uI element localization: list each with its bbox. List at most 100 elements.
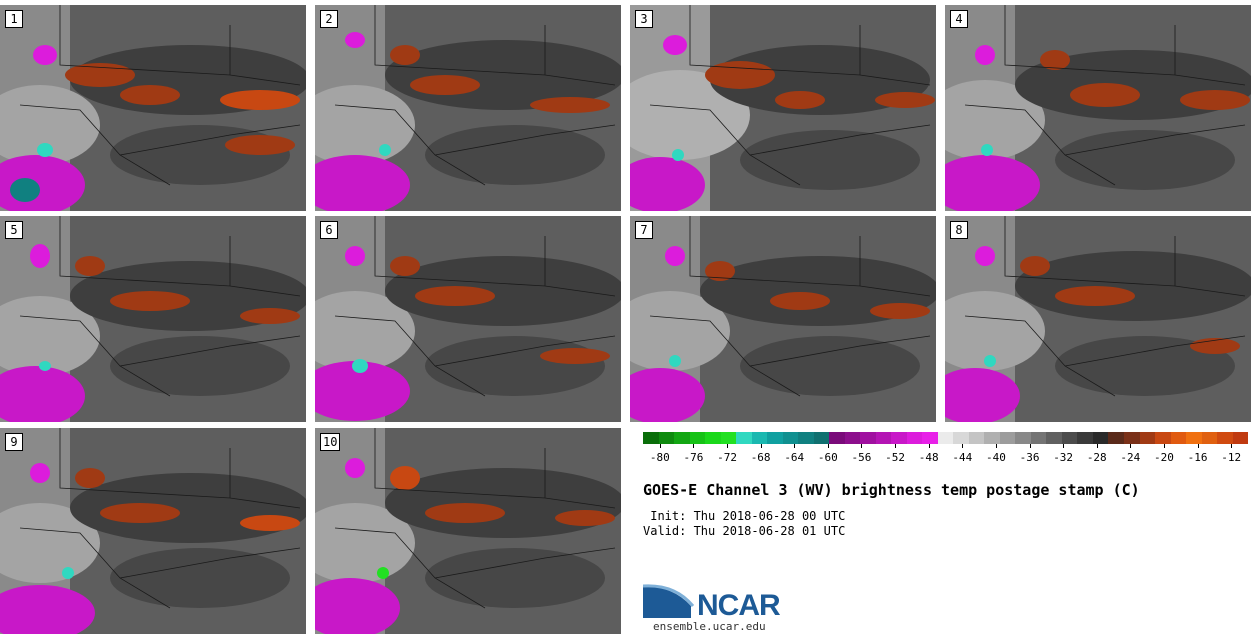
panel-number-label: 9: [5, 433, 23, 451]
panel-number-label: 4: [950, 10, 968, 28]
colorbar-tick-label: -68: [750, 451, 771, 464]
colorbar-swatch: [953, 432, 969, 444]
colorbar-tick-label: -60: [817, 451, 838, 464]
valid-time: Valid: Thu 2018-06-28 01 UTC: [643, 524, 846, 538]
colorbar-tick: [794, 444, 796, 448]
colorbar-swatch: [1201, 432, 1218, 444]
colorbar-tick: [895, 444, 897, 448]
map-panel: 3: [630, 5, 936, 211]
colorbar-swatch: [1123, 432, 1140, 444]
colorbar-tick: [760, 444, 762, 448]
colorbar-tick: [1096, 444, 1098, 448]
colorbar-swatch: [1108, 432, 1124, 444]
colorbar-swatch: [937, 432, 954, 444]
colorbar-swatch: [984, 432, 1000, 444]
colorbar-tick-label: -20: [1154, 451, 1174, 464]
colorbar-tick-label: -24: [1120, 451, 1141, 464]
colorbar-tick-label: -48: [918, 451, 939, 464]
map-panel: 4: [945, 5, 1251, 211]
colorbar-swatch: [643, 432, 659, 444]
colorbar-swatch: [844, 432, 861, 444]
brightness-temp-map: [945, 5, 1251, 211]
brightness-temp-map: [945, 216, 1251, 422]
colorbar-swatch: [782, 432, 799, 444]
init-time: Init: Thu 2018-06-28 00 UTC: [643, 509, 846, 523]
colorbar-swatch: [968, 432, 985, 444]
colorbar-swatch: [860, 432, 876, 444]
colorbar-tick-label: -72: [717, 451, 737, 464]
map-panel: 1: [0, 5, 306, 211]
panel-number-label: 1: [5, 10, 23, 28]
colorbar-tick-label: -80: [649, 451, 670, 464]
colorbar-tick: [1163, 444, 1165, 448]
colorbar-tick: [659, 444, 661, 448]
panel-number-label: 5: [5, 221, 23, 239]
colorbar-swatch: [1139, 432, 1156, 444]
colorbar-swatch: [736, 432, 752, 444]
colorbar-tick: [727, 444, 729, 448]
colorbar-tick: [1130, 444, 1132, 448]
colorbar-swatch: [767, 432, 783, 444]
brightness-temp-map: [0, 5, 306, 211]
ncar-logo-icon: [643, 584, 695, 618]
brightness-temp-map: [630, 216, 936, 422]
brightness-temp-map: [0, 428, 306, 634]
colorbar-swatch: [674, 432, 690, 444]
colorbar-swatch: [1155, 432, 1171, 444]
brightness-temp-map: [0, 216, 306, 422]
panel-number-label: 6: [320, 221, 338, 239]
colorbar-tick-label: -56: [851, 451, 872, 464]
colorbar-tick-label: -32: [1053, 451, 1074, 464]
colorbar-tick: [693, 444, 695, 448]
map-panel: 8: [945, 216, 1251, 422]
panel-number-label: 10: [320, 433, 341, 451]
brightness-temp-map: [315, 5, 621, 211]
colorbar-swatch: [1030, 432, 1047, 444]
colorbar-tick-label: -64: [784, 451, 805, 464]
colorbar-ticks: -80 -76 -72 -68 -64 -60 -56 -52 -48 -44 -40 -36 -32-…: [643, 444, 1248, 464]
colorbar-swatch: [720, 432, 737, 444]
colorbar-tick-label: -12: [1221, 451, 1242, 464]
colorbar-tick: [827, 444, 829, 448]
colorbar-swatch: [1186, 432, 1202, 444]
colorbar-swatch: [1046, 432, 1062, 444]
colorbar-tick: [1063, 444, 1065, 448]
colorbar-swatch: [689, 432, 706, 444]
chart-title: GOES-E Channel 3 (WV) brightness temp po…: [643, 481, 1140, 499]
panel-number-label: 3: [635, 10, 653, 28]
colorbar-swatch: [1015, 432, 1031, 444]
colorbar-swatch: [1232, 432, 1249, 444]
map-panel: 2: [315, 5, 621, 211]
colorbar-swatch: [829, 432, 845, 444]
colorbar-swatch: [1061, 432, 1078, 444]
colorbar-tick-label: -28: [1086, 451, 1107, 464]
colorbar-tick-label: -52: [885, 451, 906, 464]
brightness-temp-map: [630, 5, 936, 211]
map-panel: 5: [0, 216, 306, 422]
colorbar-swatch: [798, 432, 814, 444]
colorbar-swatch: [906, 432, 923, 444]
colorbar-swatch: [1077, 432, 1093, 444]
map-panel: 9: [0, 428, 306, 634]
site-url: ensemble.ucar.edu: [653, 620, 766, 633]
panel-number-label: 7: [635, 221, 653, 239]
map-panel: 6: [315, 216, 621, 422]
colorbar-swatch: [891, 432, 907, 444]
colorbar-tick-label: -36: [1019, 451, 1040, 464]
colorbar-tick-label: -16: [1187, 451, 1208, 464]
colorbar-swatch: [922, 432, 938, 444]
brightness-temp-map: [315, 216, 621, 422]
colorbar-swatch: [705, 432, 721, 444]
colorbar-swatch: [875, 432, 892, 444]
colorbar-tick: [928, 444, 930, 448]
colorbar-tick-label: -76: [683, 451, 704, 464]
colorbar-swatch: [658, 432, 675, 444]
colorbar-swatch: [1170, 432, 1187, 444]
colorbar-swatch: [813, 432, 830, 444]
colorbar: [643, 432, 1249, 444]
colorbar-tick: [1231, 444, 1233, 448]
brightness-temp-map: [315, 428, 621, 634]
ncar-logo-text: NCAR: [697, 589, 781, 622]
panel-number-label: 8: [950, 221, 968, 239]
colorbar-tick: [1197, 444, 1199, 448]
